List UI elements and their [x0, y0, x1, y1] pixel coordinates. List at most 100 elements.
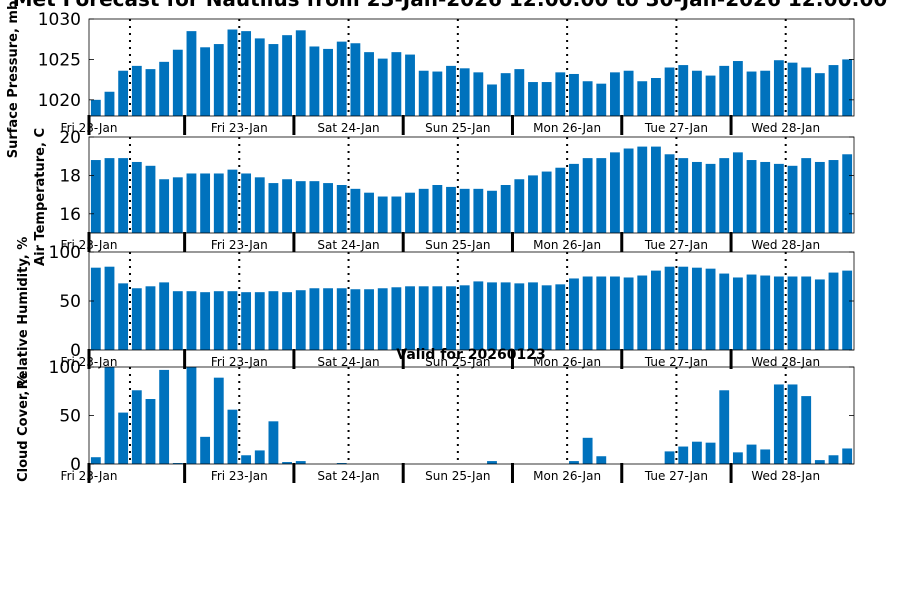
data-bar — [732, 277, 743, 350]
data-bar — [350, 43, 361, 116]
x-tick-label: Mon 26-Jan — [533, 121, 601, 135]
data-bar — [295, 181, 306, 233]
data-bar — [227, 409, 238, 464]
y-axis-label: Air Temperature, C — [33, 128, 48, 266]
data-bar — [828, 455, 839, 464]
data-bar — [432, 286, 443, 350]
y-tick-label: 50 — [59, 407, 81, 427]
x-tick-label: Tue 27-Jan — [644, 238, 708, 252]
data-bar — [227, 169, 238, 233]
data-bar — [118, 70, 129, 116]
data-bar — [90, 457, 101, 464]
x-tick-label: Sat 24-Jan — [317, 238, 379, 252]
data-bar — [582, 158, 593, 233]
data-bar — [213, 291, 224, 350]
data-bar — [487, 190, 497, 233]
data-bar — [596, 83, 607, 116]
data-bar — [582, 276, 593, 350]
data-bar — [637, 81, 648, 116]
data-bar — [760, 161, 771, 233]
data-bar — [787, 384, 798, 464]
data-bar — [104, 91, 115, 116]
y-tick-label: 16 — [59, 205, 81, 225]
data-bar — [336, 463, 347, 464]
data-bar — [432, 71, 443, 116]
x-tick-label: Mon 26-Jan — [533, 355, 601, 369]
data-bar — [637, 275, 648, 350]
data-bar — [473, 281, 484, 350]
x-tick-label: Fri 23-Jan — [211, 469, 268, 483]
data-bar — [610, 276, 620, 350]
data-bar — [732, 452, 743, 464]
y-tick-label: 100 — [49, 358, 81, 378]
data-bar — [227, 291, 238, 350]
data-bar — [90, 99, 101, 116]
data-bar — [746, 444, 757, 464]
data-bar — [569, 163, 579, 233]
data-bar — [309, 46, 320, 117]
data-bar — [691, 161, 702, 233]
data-bar — [732, 152, 743, 233]
data-bar — [418, 286, 429, 350]
data-bar — [268, 291, 279, 350]
data-bar — [719, 65, 730, 116]
data-bar — [487, 84, 497, 116]
data-bar — [528, 175, 538, 233]
data-bar — [746, 160, 757, 233]
data-bar — [637, 146, 648, 233]
data-bar — [104, 266, 115, 350]
data-bar — [323, 183, 333, 233]
data-bar — [186, 367, 197, 464]
data-bar — [364, 52, 374, 116]
x-tick-label: Wed 28-Jan — [751, 355, 820, 369]
data-bar — [787, 165, 798, 233]
data-bar — [446, 286, 456, 350]
data-bar — [446, 65, 456, 116]
data-bar — [678, 158, 689, 233]
data-bar — [254, 38, 265, 116]
data-bar — [760, 449, 771, 464]
data-bar — [200, 436, 211, 464]
data-bar — [651, 270, 661, 350]
data-bar — [719, 390, 730, 464]
data-bar — [459, 68, 470, 116]
data-bar — [254, 292, 265, 350]
data-bar — [282, 179, 292, 233]
data-bar — [814, 279, 825, 350]
data-bar — [473, 188, 484, 233]
data-bar — [487, 282, 497, 350]
data-bar — [569, 73, 579, 116]
data-bar — [159, 61, 170, 116]
data-bar — [282, 292, 292, 350]
data-bar — [541, 285, 552, 350]
data-bar — [514, 283, 525, 350]
data-bar — [268, 44, 279, 117]
data-bar — [241, 455, 252, 464]
data-bar — [678, 266, 689, 350]
data-bar — [596, 158, 607, 233]
x-tick-label: Sun 25-Jan — [425, 469, 490, 483]
data-bar — [309, 288, 320, 350]
data-bar — [664, 451, 675, 464]
data-bar — [391, 52, 402, 116]
x-tick-label: Sun 25-Jan — [425, 355, 490, 369]
data-bar — [651, 78, 661, 116]
data-bar — [801, 276, 812, 350]
data-bar — [623, 70, 634, 116]
data-bar — [569, 461, 579, 464]
data-bar — [732, 61, 743, 116]
panel-2: 16 18 20 Fri 23-Jan Fri 23-Jan Sat 24-Jan Sun … — [33, 128, 855, 266]
data-bar — [200, 292, 211, 350]
y-tick-label: 18 — [59, 166, 81, 186]
x-tick-label: Sun 25-Jan — [425, 121, 490, 135]
data-bar — [555, 284, 566, 350]
data-bar — [514, 69, 525, 116]
data-bar — [719, 273, 730, 350]
data-bar — [842, 270, 853, 350]
data-bar — [131, 288, 142, 350]
data-bar — [364, 192, 374, 233]
data-bar — [282, 462, 292, 464]
data-bar — [582, 437, 593, 464]
data-bar — [705, 163, 716, 233]
data-bar — [268, 183, 279, 233]
